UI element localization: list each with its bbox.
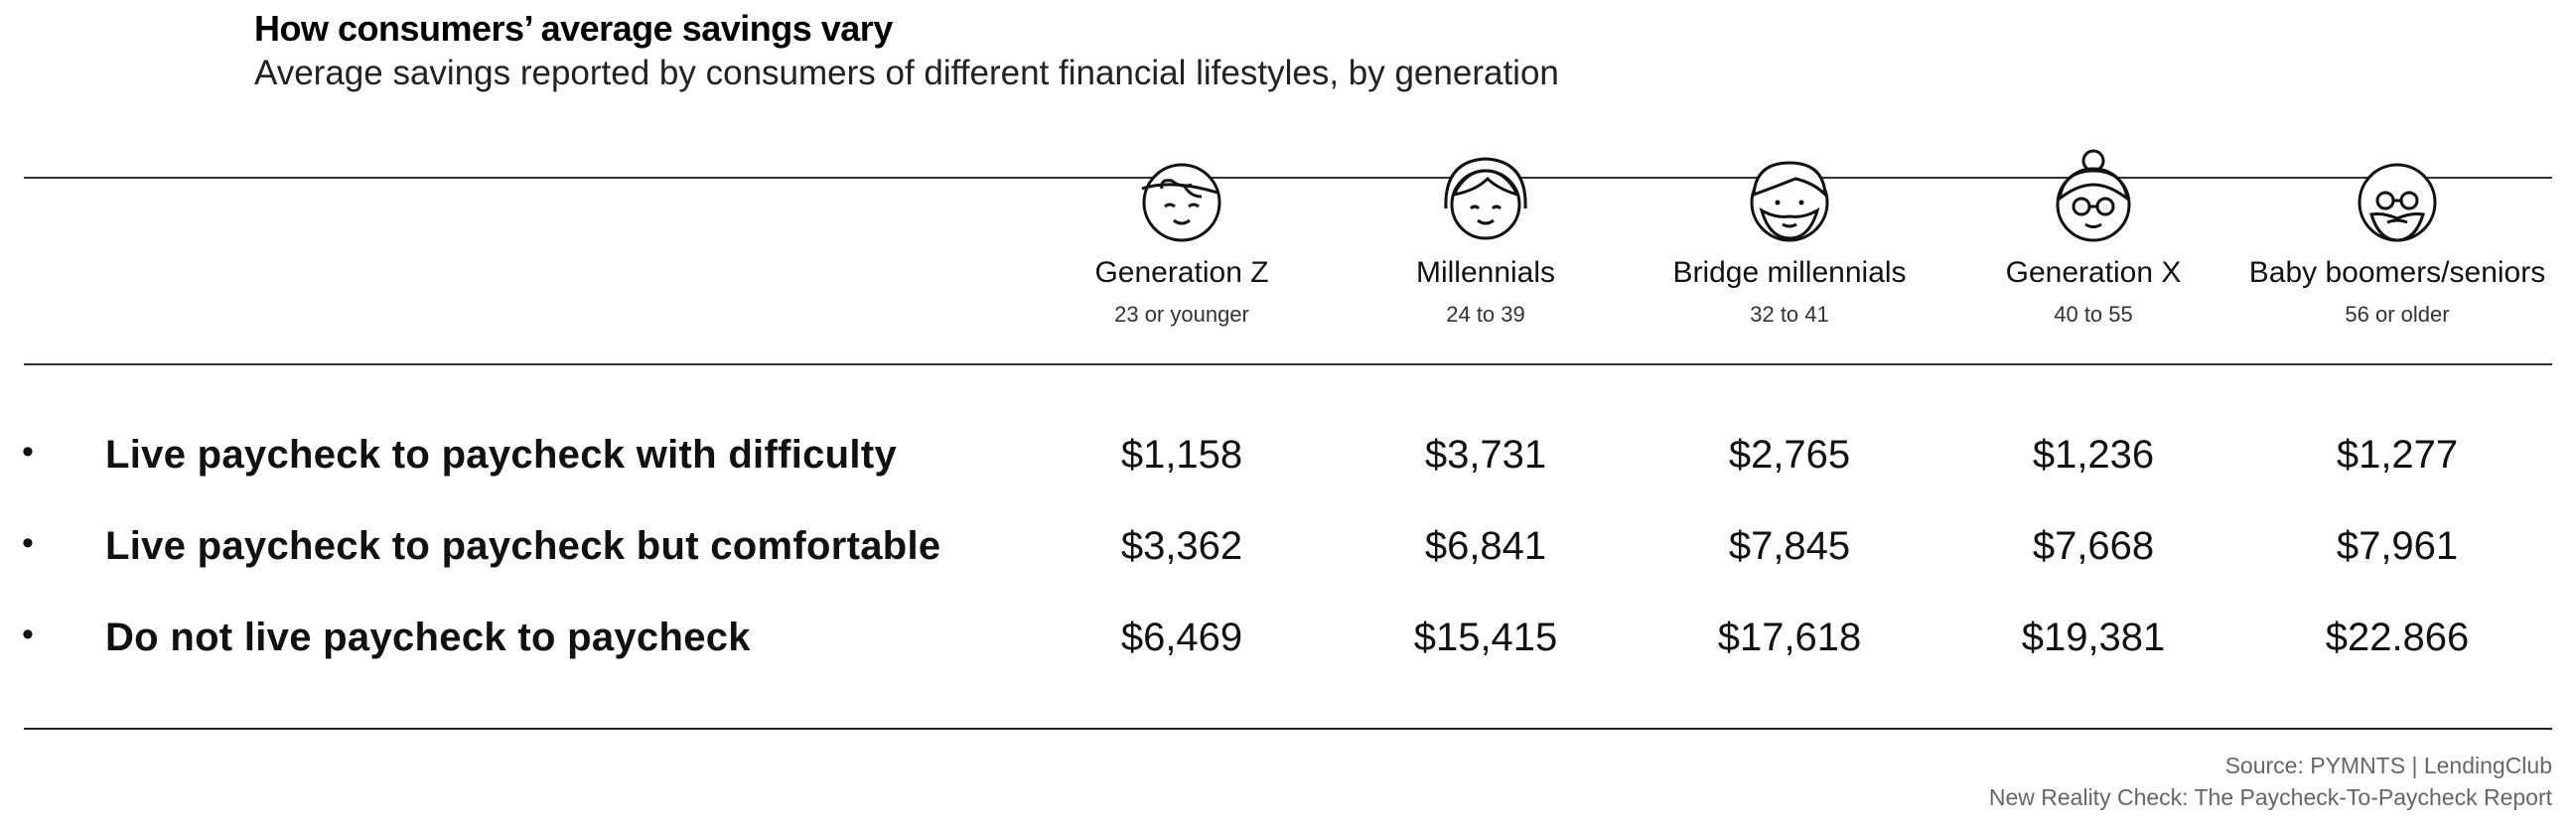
- boomer-face-icon: [2358, 163, 2437, 242]
- table-cell: $1,158: [1120, 433, 1243, 477]
- table-row: • Live paycheck to paycheck but comforta…: [0, 518, 2576, 578]
- column-name: Millennials: [1415, 256, 1556, 289]
- table-row: • Live paycheck to paycheck with difficu…: [0, 427, 2576, 486]
- bridge-millennial-face-icon: [1750, 161, 1829, 242]
- top-divider: [24, 177, 2552, 179]
- table-cell: $2,765: [1728, 433, 1851, 477]
- table-cell: $22.866: [2325, 616, 2470, 659]
- column-header-bridge-millennials: Bridge millennials 32 to 41: [1641, 149, 1938, 328]
- column-header-gen-z: Generation Z 23 or younger: [1033, 149, 1331, 328]
- table-cell: $7,961: [2336, 524, 2459, 568]
- millennial-face-icon: [1444, 157, 1527, 240]
- table-cell: $15,415: [1413, 616, 1558, 659]
- chart-title: How consumers’ average savings vary: [254, 8, 893, 49]
- column-name: Generation X: [2005, 256, 2182, 289]
- row-label: Do not live paycheck to paycheck: [105, 616, 751, 659]
- table-cell: $1,277: [2336, 433, 2459, 477]
- row-bullet: •: [22, 524, 34, 562]
- header-divider: [24, 363, 2552, 365]
- row-bullet: •: [22, 433, 34, 471]
- table-row: • Do not live paycheck to paycheck $6,46…: [0, 610, 2576, 669]
- table-cell: $7,845: [1728, 524, 1851, 568]
- column-age: 23 or younger: [1114, 302, 1249, 327]
- gen-z-face-icon: [1141, 163, 1221, 242]
- column-header-gen-x: Generation X 40 to 55: [1944, 149, 2242, 328]
- row-bullet: •: [22, 616, 34, 653]
- column-age: 32 to 41: [1750, 302, 1829, 327]
- column-name: Bridge millennials: [1672, 256, 1907, 289]
- column-age: 56 or older: [2345, 302, 2450, 327]
- table-cell: $6,469: [1120, 616, 1243, 659]
- report-name: New Reality Check: The Paycheck-To-Paych…: [1988, 784, 2552, 810]
- table-cell: $1,236: [2032, 433, 2155, 477]
- table-cell: $3,362: [1120, 524, 1243, 568]
- column-age: 40 to 55: [2054, 302, 2133, 327]
- row-label: Live paycheck to paycheck with difficult…: [105, 433, 897, 477]
- column-name: Generation Z: [1094, 256, 1269, 289]
- source-line: Source: PYMNTS | LendingClub: [2224, 753, 2552, 778]
- column-age: 24 to 39: [1446, 302, 1525, 327]
- table-cell: $3,731: [1424, 433, 1547, 477]
- column-name: Baby boomers/seniors: [2248, 256, 2546, 289]
- gen-x-face-icon: [2056, 149, 2131, 242]
- bottom-divider: [24, 728, 2552, 730]
- table-cell: $19,381: [2021, 616, 2166, 659]
- table-cell: $17,618: [1717, 616, 1862, 659]
- column-header-millennials: Millennials 24 to 39: [1337, 149, 1635, 328]
- chart-subtitle: Average savings reported by consumers of…: [254, 54, 1559, 92]
- table-cell: $7,668: [2032, 524, 2155, 568]
- row-label: Live paycheck to paycheck but comfortabl…: [105, 524, 941, 568]
- table-cell: $6,841: [1424, 524, 1547, 568]
- column-header-boomers: Baby boomers/seniors 56 or older: [2248, 149, 2546, 328]
